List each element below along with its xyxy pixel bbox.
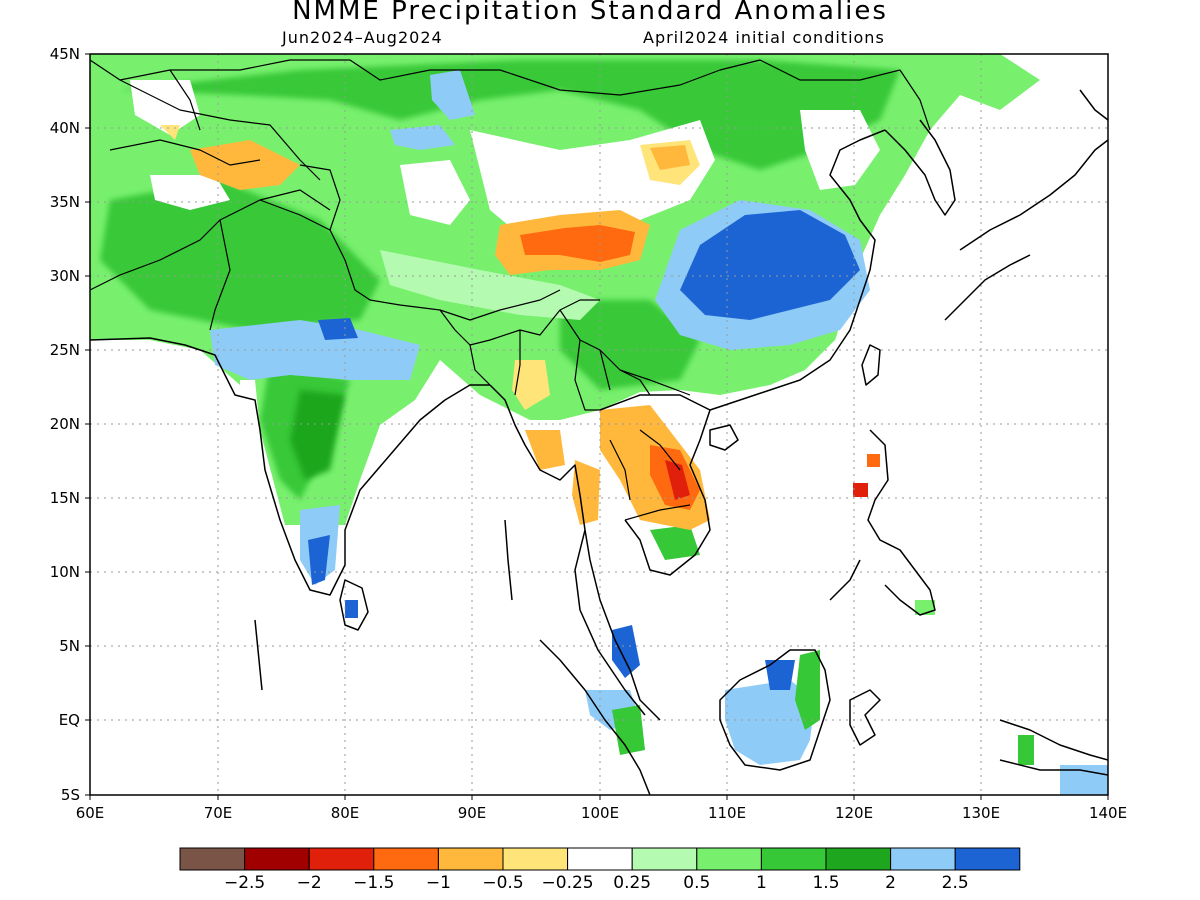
anomaly-region-green [1018, 735, 1034, 765]
legend-label: 1.5 [812, 873, 839, 893]
anomaly-region-strong-dry [665, 460, 690, 500]
anomaly-region-dry [572, 460, 600, 525]
anomaly-region-green [650, 525, 700, 560]
lat-label: 25N [50, 341, 80, 359]
legend-swatch [437, 847, 504, 871]
legend-label: −2.5 [224, 873, 265, 893]
legend-label: −1.5 [353, 873, 394, 893]
lon-label: 110E [708, 804, 746, 822]
anomaly-region-neutral [360, 400, 415, 480]
anomaly-region-strong-blue [345, 600, 358, 618]
anomaly-region-strong-blue [765, 660, 795, 690]
anomaly-region-blue [725, 680, 815, 765]
lon-label: 90E [458, 804, 487, 822]
anomaly-region-neutral [150, 175, 230, 210]
lat-label: 5S [61, 786, 80, 804]
legend-label: 0.25 [613, 873, 651, 893]
anomaly-region-dark-green [560, 300, 700, 390]
lat-label: 15N [50, 489, 80, 507]
anomaly-region-green [795, 650, 820, 730]
legend-label: −0.25 [542, 873, 594, 893]
legend-label: −1 [426, 873, 451, 893]
grid-lines [90, 54, 1108, 795]
color-legend: −2.5 −2 −1.5 −1 −0.5 −0.25 0.25 0.5 1 1.5 2 2.5 [179, 847, 1021, 893]
lon-label: 80E [331, 804, 360, 822]
anomaly-region-blue [430, 70, 475, 120]
lon-label: 140E [1089, 804, 1127, 822]
anomaly-region-strong-blue [680, 210, 860, 320]
lat-label: 10N [50, 563, 80, 581]
anomaly-region-dry [867, 454, 880, 467]
anomaly-region-strong-blue [318, 318, 358, 340]
initial-conditions: April2024 initial conditions [643, 28, 885, 47]
lat-label: 20N [50, 415, 80, 433]
longitude-axis: 60E 70E 80E 90E 100E 110E 120E 130E 140E [76, 795, 1127, 822]
lon-label: 100E [581, 804, 619, 822]
legend-swatch [179, 847, 246, 871]
latitude-axis: 45N 40N 35N 30N 25N 20N 15N 10N 5N EQ 5S [50, 45, 90, 804]
anomaly-region-slight-dry [512, 360, 550, 410]
legend-swatch [760, 847, 827, 871]
legend-swatch [567, 847, 633, 871]
lon-label: 60E [76, 804, 105, 822]
lon-label: 130E [962, 804, 1000, 822]
anomaly-region-neutral [240, 380, 260, 430]
legend-swatch [954, 847, 1021, 871]
legend-label: 1 [756, 873, 767, 893]
legend-label: 0.5 [683, 873, 710, 893]
lat-label: 40N [50, 119, 80, 137]
anomaly-region-dark-green [290, 390, 345, 480]
anomaly-region-moderate-dry [520, 225, 635, 262]
legend-label: 2.5 [942, 873, 969, 893]
anomaly-region-dark-green [100, 180, 380, 330]
legend-swatch [696, 847, 762, 871]
forecast-period: Jun2024–Aug2024 [282, 28, 443, 47]
legend-swatch [244, 847, 310, 871]
legend-swatch [631, 847, 698, 871]
anomaly-region-slight-dry [160, 125, 180, 140]
country-borders [90, 59, 931, 521]
legend-label: 2 [885, 873, 896, 893]
anomaly-region-dry [650, 145, 690, 170]
legend-swatch [825, 847, 892, 871]
coastlines [90, 89, 1108, 795]
anomaly-region-green [612, 705, 645, 755]
legend-label: −0.5 [482, 873, 523, 893]
anomaly-region-neutral [400, 160, 470, 225]
anomaly-region-strong-blue [308, 535, 330, 585]
lat-label: 35N [50, 193, 80, 211]
anomaly-region-strong-dry [853, 483, 868, 497]
lat-label: 5N [59, 637, 80, 655]
legend-swatch [502, 847, 569, 871]
legend-swatch [373, 847, 439, 871]
map-title: NMME Precipitation Standard Anomalies [292, 0, 888, 26]
legend-label: −2 [297, 873, 322, 893]
anomaly-field [90, 54, 1108, 795]
anomaly-region-blue [390, 125, 455, 150]
legend-swatch [890, 847, 956, 871]
anomaly-region-strong-blue [612, 625, 640, 678]
lat-label: EQ [59, 711, 80, 729]
lat-label: 30N [50, 267, 80, 285]
anomaly-region-light-positive [380, 250, 600, 320]
lon-label: 120E [835, 804, 873, 822]
anomaly-region-dry [525, 430, 565, 470]
lat-label: 45N [50, 45, 80, 63]
legend-swatch [308, 847, 375, 871]
lon-label: 70E [204, 804, 233, 822]
